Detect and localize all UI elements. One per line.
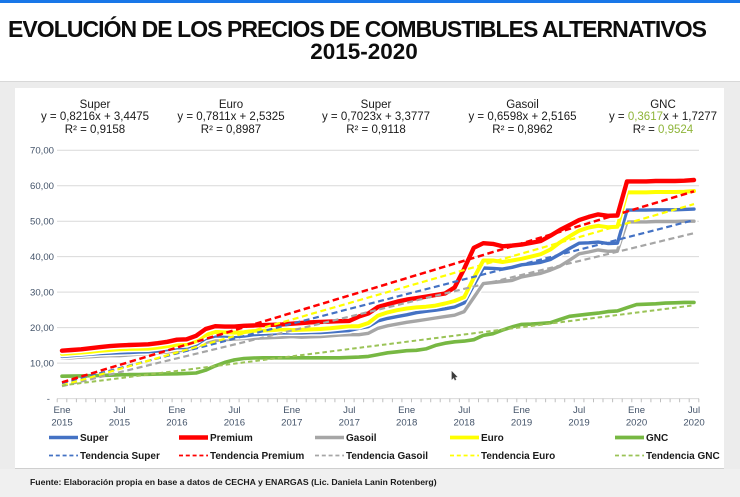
svg-text:Euro: Euro <box>481 433 504 444</box>
svg-text:2017: 2017 <box>339 418 360 429</box>
svg-text:20,00: 20,00 <box>30 323 54 334</box>
svg-text:Tendencia Euro: Tendencia Euro <box>481 451 555 462</box>
svg-text:GNC: GNC <box>646 433 668 444</box>
svg-text:Ene: Ene <box>398 405 415 416</box>
svg-text:Jul: Jul <box>458 405 470 416</box>
svg-text:Ene: Ene <box>513 405 530 416</box>
svg-text:Ene: Ene <box>628 405 645 416</box>
svg-text:2016: 2016 <box>166 418 187 429</box>
svg-text:Jul: Jul <box>113 405 125 416</box>
svg-text:2016: 2016 <box>224 418 245 429</box>
svg-text:2018: 2018 <box>454 418 475 429</box>
svg-text:Premium: Premium <box>210 433 253 444</box>
svg-text:-: - <box>47 394 50 405</box>
svg-text:Jul: Jul <box>228 405 240 416</box>
svg-text:2020: 2020 <box>626 418 647 429</box>
svg-text:60,00: 60,00 <box>30 181 54 192</box>
svg-text:Tendencia Gasoil: Tendencia Gasoil <box>346 451 428 462</box>
svg-text:Jul: Jul <box>573 405 585 416</box>
svg-text:2020: 2020 <box>683 418 704 429</box>
svg-text:2019: 2019 <box>568 418 589 429</box>
svg-text:10,00: 10,00 <box>30 359 54 370</box>
svg-text:40,00: 40,00 <box>30 252 54 263</box>
svg-text:70,00: 70,00 <box>30 146 54 157</box>
svg-text:Tendencia Premium: Tendencia Premium <box>210 451 304 462</box>
svg-text:2019: 2019 <box>511 418 532 429</box>
svg-text:Tendencia GNC: Tendencia GNC <box>646 451 720 462</box>
svg-text:Jul: Jul <box>343 405 355 416</box>
svg-text:2015: 2015 <box>109 418 130 429</box>
svg-text:Gasoil: Gasoil <box>346 433 377 444</box>
svg-text:2015: 2015 <box>51 418 72 429</box>
svg-text:2018: 2018 <box>396 418 417 429</box>
svg-text:Super: Super <box>80 433 108 444</box>
svg-text:Tendencia Super: Tendencia Super <box>80 451 160 462</box>
svg-text:Ene: Ene <box>53 405 70 416</box>
svg-text:30,00: 30,00 <box>30 288 54 299</box>
svg-text:Ene: Ene <box>168 405 185 416</box>
svg-text:50,00: 50,00 <box>30 217 54 228</box>
svg-text:Jul: Jul <box>688 405 700 416</box>
svg-text:Ene: Ene <box>283 405 300 416</box>
svg-text:2017: 2017 <box>281 418 302 429</box>
